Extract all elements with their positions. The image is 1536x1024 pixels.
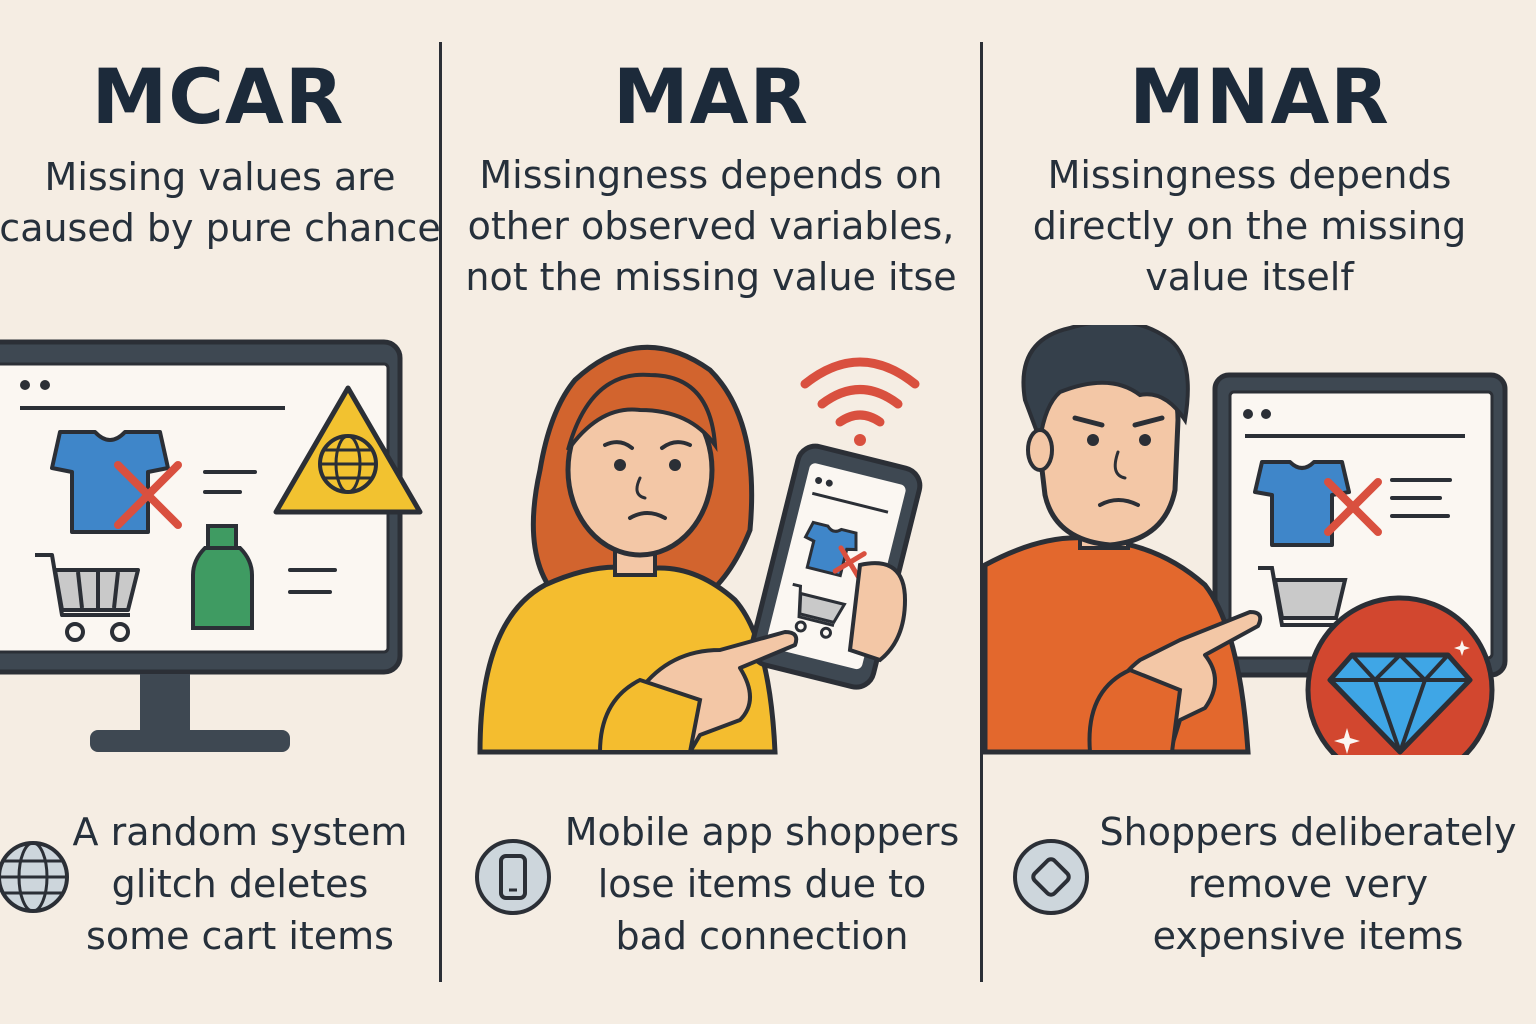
panel-mcar: MCAR Missing values are caused by pure c…: [0, 0, 441, 1024]
example-line: A random system: [72, 810, 408, 854]
description-line: value itself: [1145, 255, 1354, 299]
example-line: remove very: [1187, 862, 1429, 906]
example-line: expensive items: [1152, 914, 1464, 958]
description-line: Missing values are: [44, 155, 396, 199]
panel-title: MCAR: [91, 52, 345, 141]
panel-description: Missing values are caused by pure chance: [0, 152, 450, 254]
panel-title: MNAR: [1129, 52, 1390, 141]
wifi-icon: [800, 357, 920, 446]
diamond-gem-icon: [1305, 595, 1495, 755]
bottle-icon: [191, 524, 254, 630]
example-line: Shoppers deliberately: [1099, 810, 1517, 854]
panel-description: Missingness depends directly on the miss…: [983, 150, 1516, 303]
panel-mar: MAR Missingness depends on other observe…: [442, 0, 980, 1024]
panel-title: MAR: [613, 52, 809, 141]
warning-globe-icon: [273, 385, 423, 515]
description-line: Missingness depends: [1047, 153, 1452, 197]
panel-mnar: MNAR Missingness depends directly on the…: [983, 0, 1536, 1024]
example-line: bad connection: [615, 914, 909, 958]
cross-icon: [114, 461, 182, 529]
panel-description: Missingness depends on other observed va…: [442, 150, 980, 303]
globe-icon: [0, 836, 74, 918]
example-line: glitch deletes: [111, 862, 369, 906]
diamond-icon: [1010, 836, 1092, 918]
text-lines: [203, 470, 337, 594]
mar-illustration: [477, 344, 923, 755]
description-line: Missingness depends on: [479, 153, 943, 197]
panel-example: Mobile app shoppers lose items due to ba…: [552, 806, 972, 962]
smartphone-icon: [472, 836, 554, 918]
mnar-illustration: [983, 325, 1508, 755]
divider-left: [439, 42, 442, 982]
description-line: not the missing value itse: [465, 255, 957, 299]
description-line: other observed variables,: [467, 204, 955, 248]
mcar-illustration: [0, 339, 423, 752]
cart-icon: [35, 553, 140, 642]
panel-example: A random system glitch deletes some cart…: [70, 806, 410, 962]
divider-right: [980, 42, 983, 982]
monitor-icon: [1212, 372, 1508, 678]
panel-example: Shoppers deliberately remove very expens…: [1093, 806, 1523, 962]
example-line: Mobile app shoppers: [564, 810, 960, 854]
example-line: lose items due to: [597, 862, 927, 906]
example-line: some cart items: [86, 914, 394, 958]
description-line: directly on the missing: [1032, 204, 1467, 248]
description-line: caused by pure chance: [0, 206, 441, 250]
